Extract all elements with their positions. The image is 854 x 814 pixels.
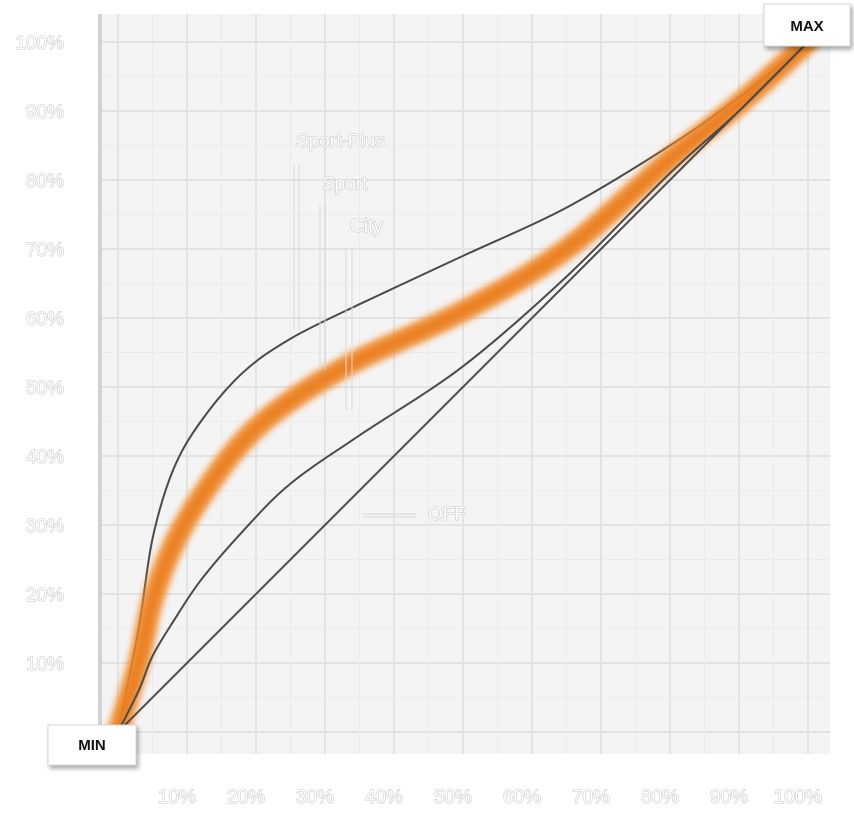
- y-tick-label: 100%: [15, 33, 64, 54]
- series-labels: Sport-Plus Sport City OFF: [293, 130, 467, 526]
- max-box: MAX: [763, 3, 851, 47]
- y-tick-label: 60%: [26, 309, 64, 330]
- series-label-sport: Sport: [322, 174, 368, 195]
- series-line-city: [117, 41, 809, 733]
- y-tick-label: 70%: [26, 240, 64, 261]
- x-tick-label: 40%: [365, 787, 403, 808]
- y-tick-label: 50%: [26, 378, 64, 399]
- y-axis-ticks: 10% 20% 30% 40% 50% 60% 70% 80% 90% 100%: [15, 32, 65, 675]
- x-tick-label: 80%: [641, 787, 679, 808]
- x-tick-label: 90%: [710, 787, 748, 808]
- x-tick-label: 60%: [503, 787, 541, 808]
- series-label-sport-plus: Sport-Plus: [296, 131, 385, 152]
- series-label-city: City: [350, 216, 383, 237]
- y-tick-label: 30%: [26, 516, 64, 537]
- x-axis-ticks: 10% 20% 30% 40% 50% 60% 70% 80% 90% 100%: [157, 786, 823, 808]
- y-tick-label: 20%: [26, 585, 64, 606]
- y-tick-label: 90%: [26, 102, 64, 123]
- max-label: MAX: [790, 18, 823, 35]
- series-line-off: [117, 41, 809, 733]
- y-tick-label: 10%: [26, 654, 64, 675]
- y-tick-label: 40%: [26, 447, 64, 468]
- x-tick-label: 70%: [572, 787, 610, 808]
- series-lines: [107, 31, 819, 743]
- x-tick-label: 100%: [774, 787, 823, 808]
- x-tick-label: 20%: [227, 787, 265, 808]
- series-line-sport: [114, 38, 812, 736]
- grid: [100, 14, 830, 754]
- x-tick-label: 30%: [296, 787, 334, 808]
- y-tick-label: 80%: [26, 171, 64, 192]
- min-box: MIN: [47, 724, 137, 766]
- series-label-off: OFF: [428, 504, 466, 525]
- min-label: MIN: [78, 737, 106, 754]
- x-tick-label: 10%: [158, 787, 196, 808]
- x-tick-label: 50%: [434, 787, 472, 808]
